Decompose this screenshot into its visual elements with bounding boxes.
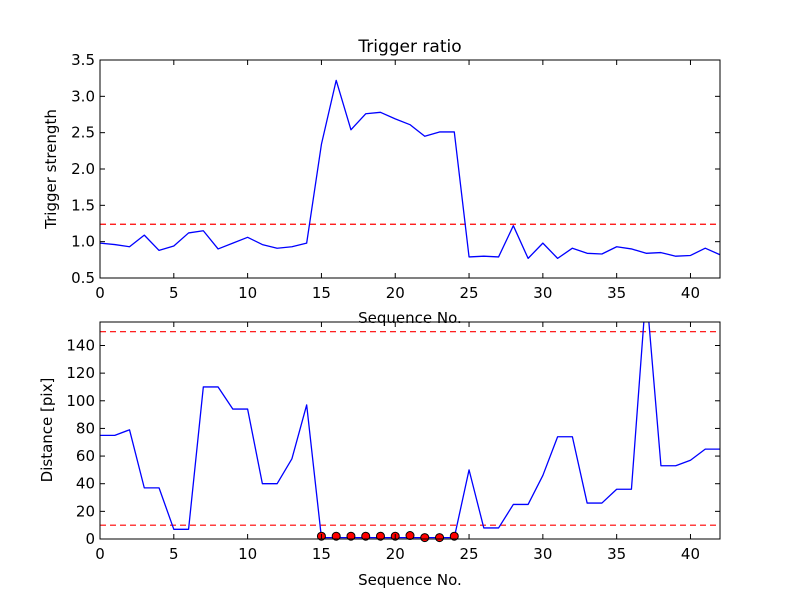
x-tick-label: 30 xyxy=(533,545,552,563)
bottom-y-axis-label: Distance [pix] xyxy=(38,378,56,483)
top-x-axis-label: Sequence No. xyxy=(358,309,462,327)
x-tick-label: 15 xyxy=(312,545,331,563)
data-marker xyxy=(361,531,371,541)
y-tick-label: 60 xyxy=(76,447,95,465)
y-tick-label: 3.5 xyxy=(71,51,95,69)
bottom-subplot: 0 5 10 15 20 25 30 35 40 0 20 40 60 80 100 120 140 Sequ… xyxy=(38,321,721,589)
top-chart-title: Trigger ratio xyxy=(357,37,461,57)
x-tick-label: 10 xyxy=(238,284,257,302)
data-marker xyxy=(346,531,356,541)
bottom-plot-frame xyxy=(99,321,721,540)
data-marker xyxy=(449,531,459,541)
x-tick-label: 25 xyxy=(460,545,479,563)
x-tick-label: 10 xyxy=(238,545,257,563)
y-tick-label: 1.0 xyxy=(71,233,95,251)
series-line xyxy=(100,322,720,539)
top-series xyxy=(100,79,720,260)
y-tick-label: 20 xyxy=(76,502,95,520)
bottom-series xyxy=(100,322,720,539)
y-tick-label: 80 xyxy=(76,419,95,437)
data-marker xyxy=(435,533,445,543)
x-tick-label: 15 xyxy=(312,284,331,302)
y-tick-label: 120 xyxy=(66,364,95,382)
series-line xyxy=(100,79,720,260)
x-tick-label: 5 xyxy=(169,284,179,302)
y-tick-label: 2.5 xyxy=(71,124,95,142)
data-marker xyxy=(331,531,341,541)
x-tick-label: 0 xyxy=(95,284,105,302)
x-tick-label: 25 xyxy=(460,284,479,302)
bottom-y-ticks: 0 20 40 60 80 100 120 140 xyxy=(66,336,720,548)
x-tick-label: 30 xyxy=(533,284,552,302)
top-plot-frame xyxy=(99,59,721,279)
y-tick-label: 0.5 xyxy=(71,269,95,287)
top-y-axis-label: Trigger strength xyxy=(42,109,60,230)
x-tick-label: 20 xyxy=(386,284,405,302)
top-subplot: Trigger ratio 0 5 10 15 20 25 30 35 40 0.5 1.0 1.5… xyxy=(42,37,721,327)
y-tick-label: 1.5 xyxy=(71,196,95,214)
y-tick-label: 40 xyxy=(76,475,95,493)
y-tick-label: 140 xyxy=(66,336,95,354)
data-marker xyxy=(420,533,430,543)
x-tick-label: 40 xyxy=(681,284,700,302)
bottom-markers xyxy=(316,531,459,543)
data-marker xyxy=(375,531,385,541)
x-tick-label: 20 xyxy=(386,545,405,563)
x-tick-label: 35 xyxy=(607,545,626,563)
y-tick-label: 2.0 xyxy=(71,160,95,178)
x-tick-label: 35 xyxy=(607,284,626,302)
y-tick-label: 3.0 xyxy=(71,87,95,105)
x-tick-label: 5 xyxy=(169,545,179,563)
bottom-threshold-lines xyxy=(100,331,720,526)
bottom-x-axis-label: Sequence No. xyxy=(358,571,462,589)
data-marker xyxy=(405,531,415,541)
y-tick-label: 100 xyxy=(66,392,95,410)
bottom-x-ticks: 0 5 10 15 20 25 30 35 40 xyxy=(95,322,700,563)
x-tick-label: 0 xyxy=(95,545,105,563)
top-y-ticks: 0.5 1.0 1.5 2.0 2.5 3.0 3.5 xyxy=(71,51,720,287)
top-x-ticks: 0 5 10 15 20 25 30 35 40 xyxy=(95,60,700,302)
x-tick-label: 40 xyxy=(681,545,700,563)
y-tick-label: 0 xyxy=(85,530,95,548)
